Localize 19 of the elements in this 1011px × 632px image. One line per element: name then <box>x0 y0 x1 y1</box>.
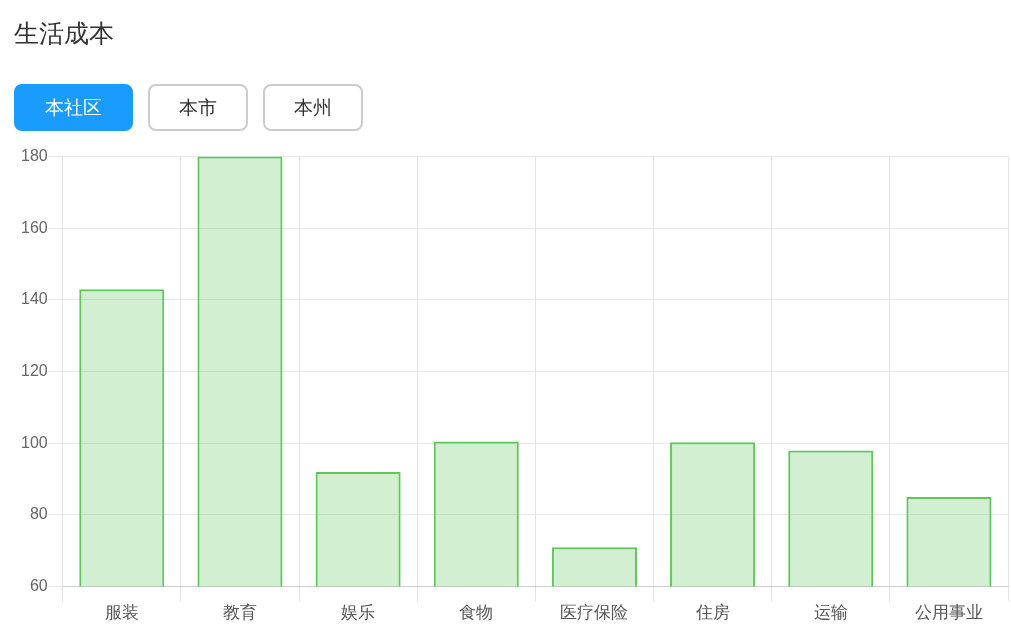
y-tick-label: 180 <box>20 147 48 165</box>
text: 本社区 <box>45 95 102 120</box>
x-tick-label: 住房 <box>694 603 730 623</box>
chart-title: 生活成本 <box>14 18 114 49</box>
text: 本市 <box>179 95 217 120</box>
x-tick-label: 医疗保险 <box>560 603 629 623</box>
y-tick-label: 100 <box>20 433 48 451</box>
x-tick-label: 教育 <box>222 603 257 623</box>
y-tick-label: 60 <box>29 577 48 595</box>
y-tick-label: 140 <box>20 290 48 308</box>
x-tick-label: 娱乐 <box>341 603 376 623</box>
y-tick-label: 120 <box>20 362 48 380</box>
x-tick-label: 食物 <box>459 603 494 623</box>
y-tick-label: 80 <box>29 505 48 523</box>
y-tick-label: 160 <box>20 218 48 236</box>
text: 本州 <box>294 95 332 120</box>
x-tick-label: 公用事业 <box>914 603 983 623</box>
x-tick-label: 服装 <box>104 603 139 623</box>
x-tick-label: 运输 <box>813 603 848 623</box>
